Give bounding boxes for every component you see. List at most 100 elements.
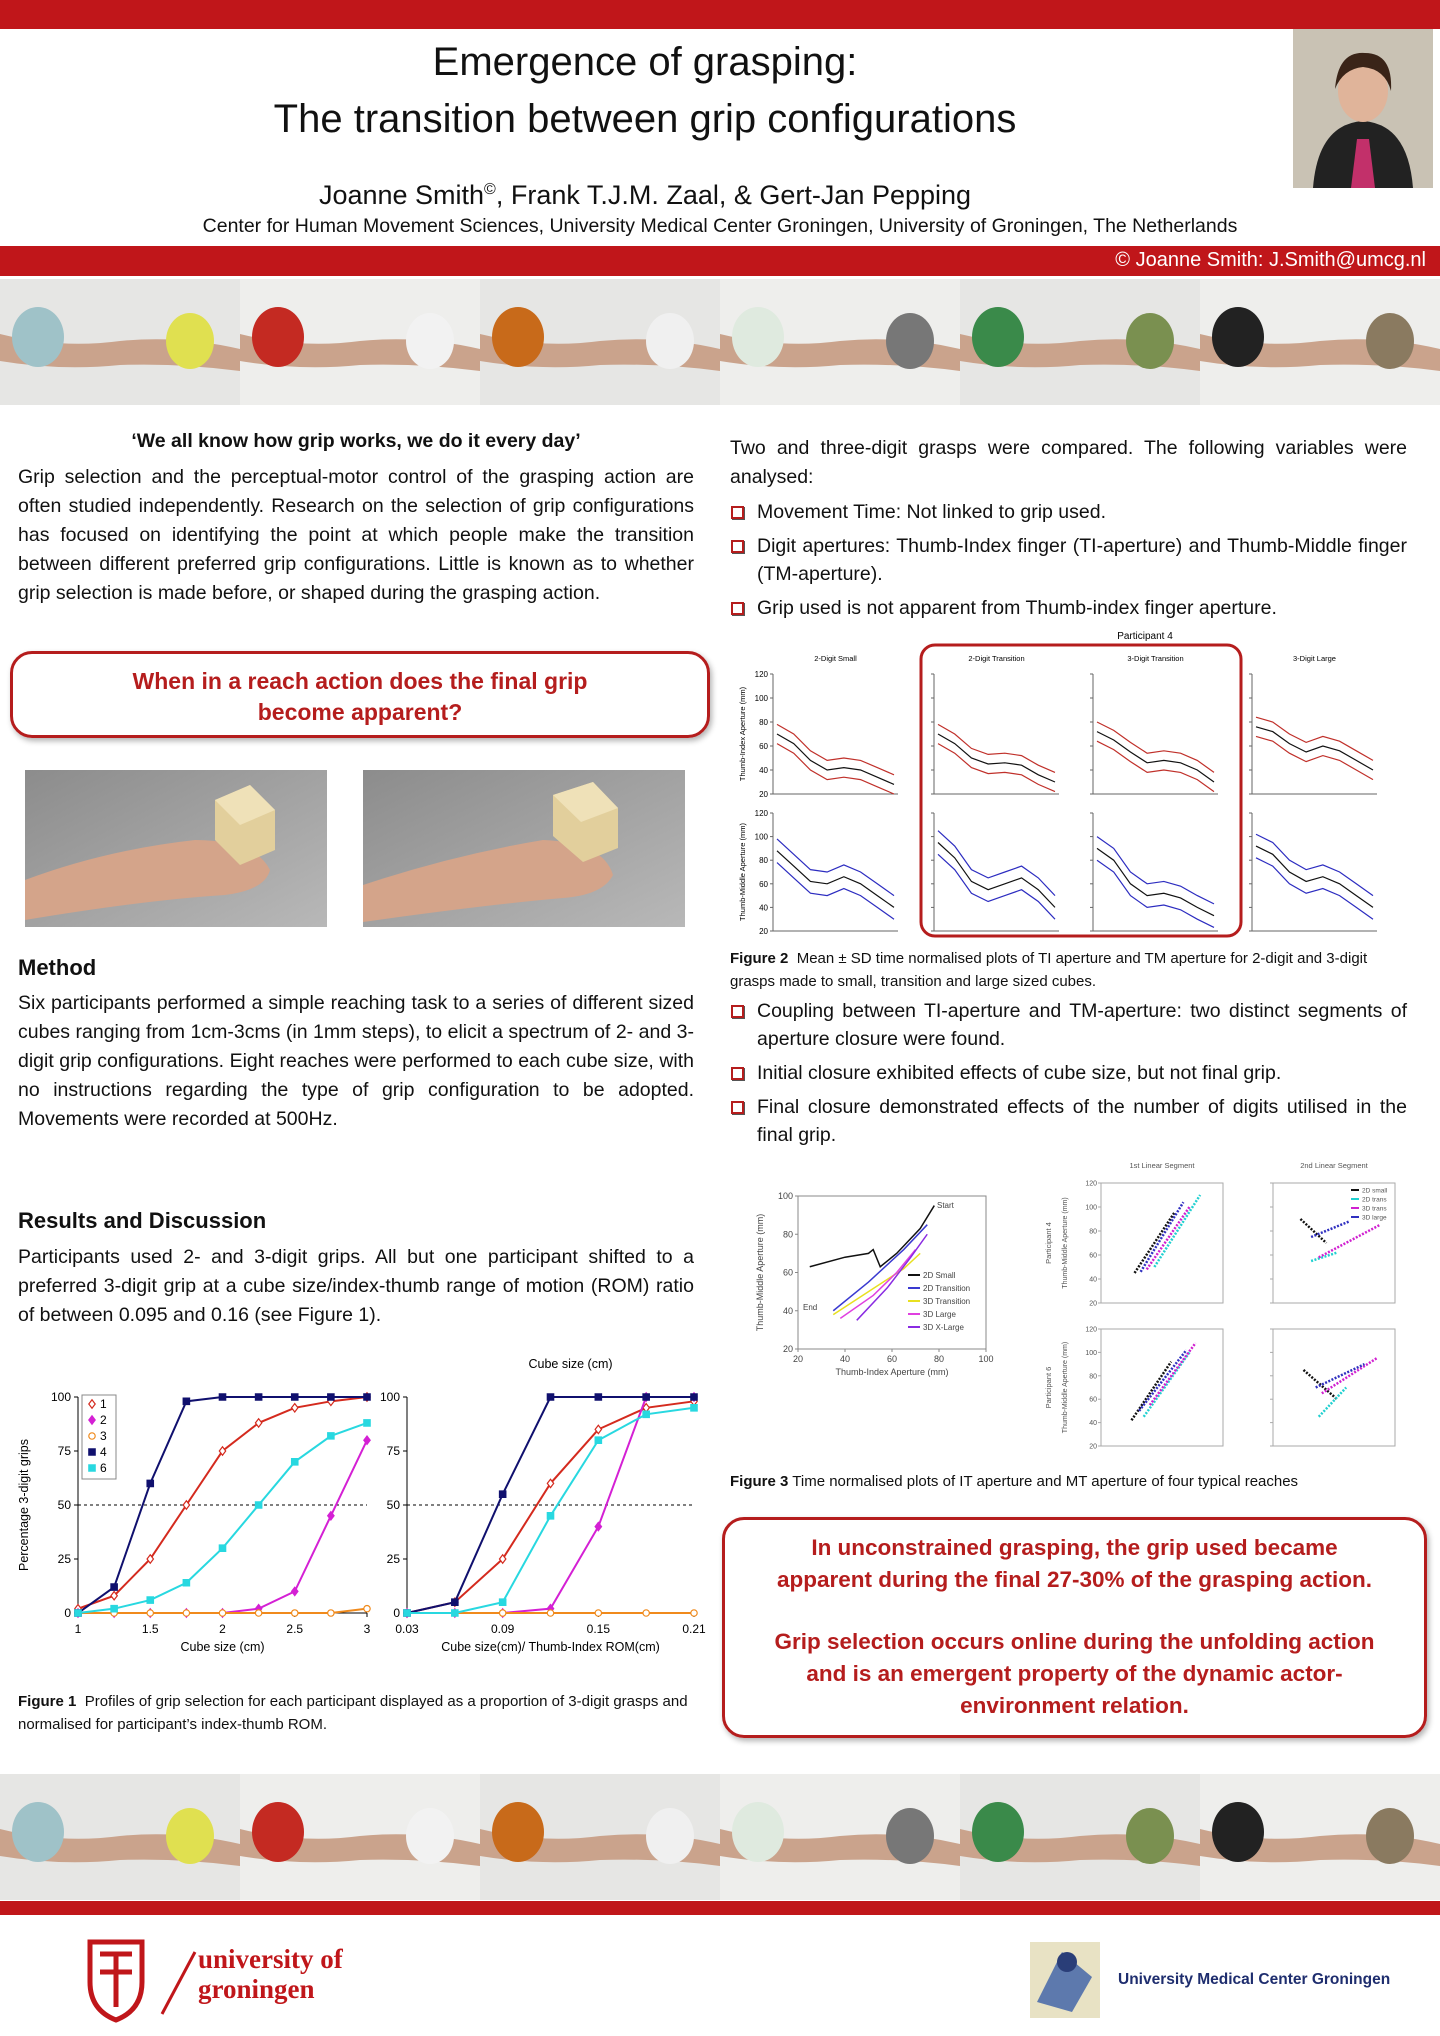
data-point [182, 1609, 191, 1617]
data-point [88, 1414, 96, 1426]
figure-3: 20 40 60 80 100 20 40 60 80 100 Thumb-Index Apertu… [755, 1161, 1396, 1451]
sd-line [1096, 721, 1215, 773]
y-tick-label: 75 [387, 1444, 401, 1458]
data-point [254, 1501, 263, 1509]
data-point [327, 1432, 335, 1440]
conclusion: In unconstrained grasping, the grip used… [776, 1535, 1373, 1592]
series-line [832, 1252, 921, 1316]
rug-name: university of groningen [198, 1944, 343, 2004]
y-axis-title: Thumb-Middle Aperture (mm) [738, 823, 747, 921]
data-point [146, 1609, 155, 1617]
data-point [110, 1604, 118, 1613]
legend-label: 3D X-Large [923, 1323, 964, 1332]
data-point [88, 1448, 96, 1456]
plot-frame [1100, 1182, 1224, 1304]
y-tick-label: 40 [759, 766, 768, 775]
sd-line [1255, 735, 1374, 781]
legend-label: 3D trans [1362, 1206, 1387, 1213]
y-tick-label: 60 [1089, 1253, 1097, 1260]
bullet: Grip used is not apparent from Thumb-ind… [731, 594, 1407, 622]
data-point [594, 1393, 603, 1401]
data-point [290, 1458, 299, 1466]
object [972, 1802, 1024, 1862]
data-point [218, 1445, 227, 1457]
chart-title: Cube size (cm) [528, 1357, 612, 1371]
cube-photo [25, 770, 327, 927]
shield-cross [100, 1951, 132, 2007]
highlight [919, 643, 1243, 938]
photo-face [1338, 60, 1388, 122]
data-point [498, 1553, 507, 1565]
authors: Joanne Smith©, Frank T.J.M. Zaal, & Gert… [0, 180, 1290, 211]
data-point [182, 1499, 191, 1511]
segment [1321, 1357, 1378, 1395]
caption: Time normalised plots of IT aperture and… [792, 1473, 1299, 1490]
y-tick-label: 100 [778, 1191, 793, 1201]
data-point [74, 1609, 82, 1617]
data-point [218, 1393, 227, 1401]
plot-frame [1272, 1182, 1396, 1304]
annotation: End [803, 1303, 817, 1312]
data-point [546, 1478, 555, 1489]
y-tick-label: 20 [1089, 1301, 1097, 1308]
object [252, 307, 304, 367]
series-line [809, 1205, 935, 1268]
mean-line [937, 842, 1056, 908]
bullet: Initial closure exhibited effects of cub… [731, 1059, 1407, 1087]
bullet-list: Movement Time: Not linked to grip used. D… [730, 498, 1407, 628]
y-tick-label: 25 [58, 1552, 72, 1566]
segment [1130, 1361, 1173, 1421]
author: Joanne Smith [318, 180, 485, 210]
y-tick-label: 60 [759, 742, 768, 751]
object [1366, 1808, 1414, 1864]
y-tick-label: 80 [1089, 1229, 1097, 1236]
slash [160, 1951, 197, 2015]
data-point [498, 1598, 507, 1606]
y-tick-label: 80 [759, 718, 768, 727]
series-line [407, 1406, 695, 1614]
sd-line [1255, 716, 1374, 761]
hand [25, 840, 270, 920]
object [732, 307, 784, 367]
y-tick-label: 50 [58, 1498, 72, 1512]
x-tick-label: 1 [75, 1622, 82, 1636]
method-text: Six participants performed a simple reac… [18, 992, 694, 1130]
mean-line [776, 850, 895, 908]
legend-label: 6 [100, 1461, 107, 1475]
data-point [146, 1479, 155, 1488]
segment [1299, 1218, 1328, 1244]
object [1126, 1808, 1174, 1864]
caption-label: Figure 1 [18, 1693, 77, 1710]
emblem-dot [1057, 1952, 1077, 1972]
authors: , Frank T.J.M. Zaal, & Gert-Jan Pepping [495, 180, 972, 210]
x-tick-label: 0.21 [682, 1622, 706, 1636]
data-point [254, 1393, 263, 1401]
hands-strip [0, 1774, 1440, 1900]
mean-line [1096, 731, 1215, 783]
affiliation: Center for Human Movement Sciences, Univ… [202, 215, 1238, 237]
top-bar [0, 0, 1440, 29]
y-axis-title: Thumb-Middle Aperture (mm) [755, 1214, 765, 1332]
legend-label: 3D Transition [923, 1297, 970, 1306]
x-axis-title: Cube size (cm) [180, 1640, 264, 1654]
data-point [451, 1609, 459, 1617]
x-tick-label: 20 [793, 1354, 803, 1364]
caption-label: Figure 3 [730, 1473, 789, 1490]
x-tick-label: 80 [934, 1354, 944, 1364]
data-point [88, 1398, 96, 1410]
y-tick-label: 25 [387, 1552, 401, 1566]
method-heading: Method [18, 955, 97, 980]
plot-frame [1272, 1328, 1396, 1447]
emblem [1037, 1952, 1092, 2012]
contact: © Joanne Smith: J.Smith@umcg.nl [1115, 249, 1426, 271]
y-axis-title: Thumb-Middle Aperture (mm) [1062, 1342, 1069, 1433]
y-axis-title: Thumb-Index Aperture (mm) [738, 686, 747, 781]
data-point [498, 1490, 507, 1498]
bullet: Final closure demonstrated effects of th… [731, 1093, 1407, 1149]
cube-photo [363, 770, 685, 927]
contact-bar [0, 246, 1440, 276]
sd-line [776, 743, 895, 795]
y-tick-label: 100 [51, 1390, 71, 1404]
segment [1139, 1201, 1185, 1273]
mean-line [1096, 847, 1215, 917]
